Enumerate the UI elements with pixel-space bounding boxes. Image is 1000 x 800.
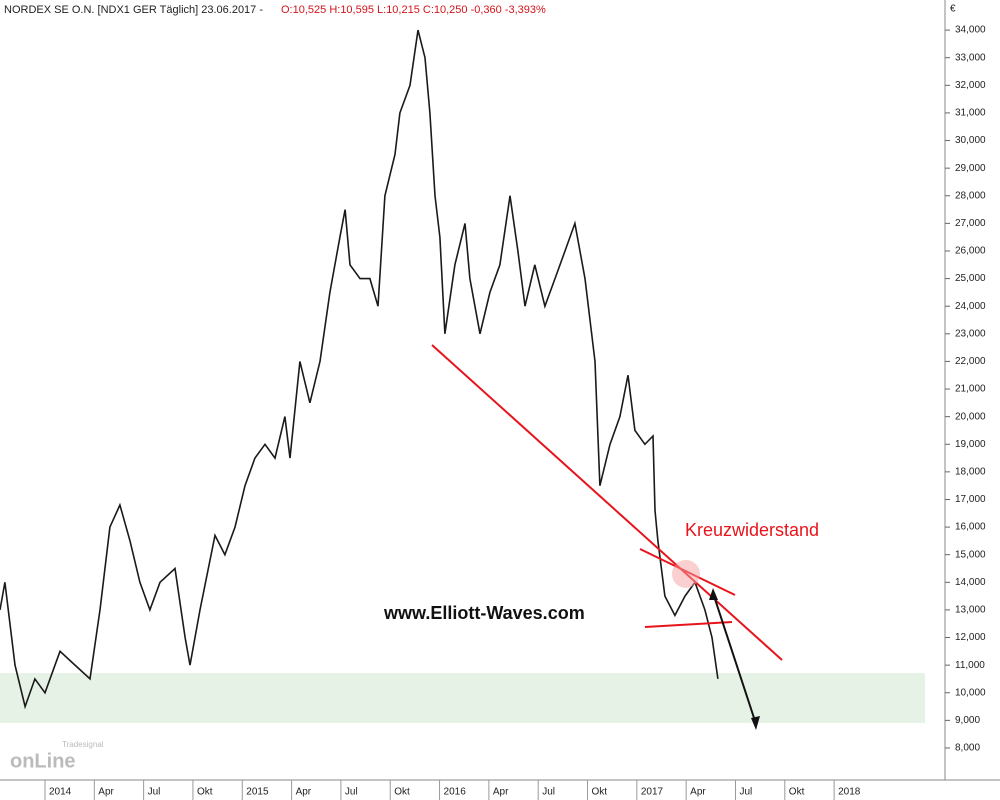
y-tick-label: 24,000 — [955, 301, 986, 312]
y-tick-label: 30,000 — [955, 135, 986, 146]
x-tick-label: Apr — [98, 787, 114, 798]
trend-line — [431, 344, 783, 661]
price-line — [0, 29, 719, 710]
highlight — [672, 560, 700, 588]
y-tick-label: 8,000 — [955, 743, 980, 754]
x-tick-label: Okt — [789, 787, 805, 798]
y-tick-label: 32,000 — [955, 80, 986, 91]
y-tick-label: 19,000 — [955, 439, 986, 450]
trend-line — [644, 621, 733, 628]
arrow-head — [751, 716, 760, 730]
plot — [0, 29, 719, 710]
y-tick-label: 14,000 — [955, 577, 986, 588]
y-tick-label: 12,000 — [955, 632, 986, 643]
y-tick-label: 34,000 — [955, 25, 986, 36]
y-tick-label: 26,000 — [955, 246, 986, 257]
x-tick-label: Apr — [296, 787, 312, 798]
y-tick-label: 28,000 — [955, 190, 986, 201]
y-tick-label: 20,000 — [955, 411, 986, 422]
logo: onLine — [10, 750, 76, 772]
y-tick-label: 33,000 — [955, 52, 986, 63]
x-tick-label: 2015 — [246, 787, 269, 798]
y-tick-label: 29,000 — [955, 163, 986, 174]
x-tick-label: 2014 — [49, 787, 72, 798]
x-tick-label: 2018 — [838, 787, 861, 798]
y-tick-label: 31,000 — [955, 108, 986, 119]
arrow-head — [709, 588, 718, 600]
y-unit: € — [950, 4, 956, 15]
y-tick-label: 9,000 — [955, 715, 980, 726]
logo: Tradesignal — [62, 740, 104, 749]
y-tick-label: 27,000 — [955, 218, 986, 229]
y-tick-label: 15,000 — [955, 549, 986, 560]
y-tick-label: 17,000 — [955, 494, 986, 505]
x-tick-label: Okt — [197, 787, 213, 798]
x-tick-label: Okt — [592, 787, 608, 798]
x-tick-label: 2016 — [444, 787, 467, 798]
x-tick-label: Jul — [739, 787, 752, 798]
chart-title: NORDEX SE O.N. [NDX1 GER Täglich] 23.06.… — [4, 4, 263, 16]
support-zone — [0, 673, 925, 723]
y-tick-label: 23,000 — [955, 328, 986, 339]
x-tick-label: Apr — [690, 787, 706, 798]
x-tick-label: Apr — [493, 787, 509, 798]
x-tick-label: Jul — [345, 787, 358, 798]
annotation: Kreuzwiderstand — [685, 520, 819, 540]
y-tick-label: 13,000 — [955, 605, 986, 616]
y-tick-label: 21,000 — [955, 384, 986, 395]
forecast-arrow — [712, 592, 757, 725]
quote: O:10,525 H:10,595 L:10,215 C:10,250 -0,3… — [281, 4, 546, 16]
x-tick-label: 2017 — [641, 787, 664, 798]
annotation: www.Elliott-Waves.com — [383, 603, 585, 623]
x-tick-label: Jul — [148, 787, 161, 798]
x-tick-label: Okt — [394, 787, 410, 798]
y-tick-label: 11,000 — [955, 660, 985, 671]
y-tick-label: 16,000 — [955, 522, 986, 533]
y-tick-label: 22,000 — [955, 356, 986, 367]
y-tick-label: 18,000 — [955, 467, 986, 478]
x-tick-label: Jul — [542, 787, 555, 798]
y-tick-label: 10,000 — [955, 687, 986, 698]
y-tick-label: 25,000 — [955, 273, 986, 284]
